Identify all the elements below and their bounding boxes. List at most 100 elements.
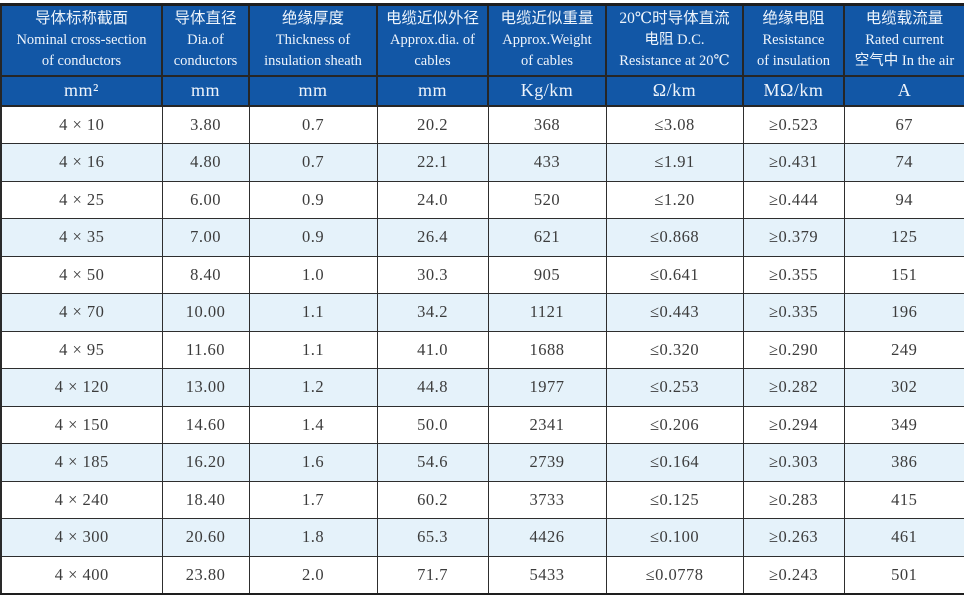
table-cell: ≥0.335 — [742, 293, 845, 332]
header-line: Nominal cross-section — [16, 32, 147, 49]
table-cell: 386 — [843, 443, 964, 482]
table-cell: 8.40 — [161, 255, 250, 294]
table-cell: ≥0.355 — [742, 255, 845, 294]
table-cell: 2341 — [487, 405, 607, 444]
table-cell: 0.9 — [248, 218, 378, 257]
table-cell: 1.1 — [248, 293, 378, 332]
table-cell: 4 × 150 — [0, 405, 163, 444]
table-cell: 520 — [487, 180, 607, 219]
table-cell: 30.3 — [376, 255, 489, 294]
header-line: conductors — [173, 53, 238, 70]
table-cell: 4.80 — [161, 143, 250, 182]
table-cell: 1.1 — [248, 330, 378, 369]
column-header-5: 电缆近似重量 Approx.Weight of cables — [487, 3, 607, 77]
table-cell: ≤0.100 — [605, 518, 744, 557]
table-cell: 7.00 — [161, 218, 250, 257]
table-cell: 125 — [843, 218, 964, 257]
table-cell: ≥0.303 — [742, 443, 845, 482]
table-cell: 34.2 — [376, 293, 489, 332]
table-cell: ≤0.868 — [605, 218, 744, 257]
header-line: 绝缘电阻 — [762, 10, 825, 27]
table-cell: 1.4 — [248, 405, 378, 444]
table-cell: 13.00 — [161, 368, 250, 407]
table-cell: 4 × 400 — [0, 555, 163, 595]
table-cell: 65.3 — [376, 518, 489, 557]
column-header-8: 电缆载流量 Rated current 空气中 In the air — [843, 3, 964, 77]
column-header-7: 绝缘电阻 Resistance of insulation — [742, 3, 845, 77]
header-line: 电缆近似外径 — [385, 10, 479, 27]
table-row: 4 × 150 14.60 1.4 50.0 2341 ≤0.206 ≥0.294 349 — [0, 405, 964, 444]
table-cell: 60.2 — [376, 480, 489, 519]
table-cell: 621 — [487, 218, 607, 257]
table-cell: 24.0 — [376, 180, 489, 219]
table-body: 4 × 10 3.80 0.7 20.2 368 ≤3.08 ≥0.523 67 4 × 16 4… — [0, 105, 964, 595]
table-cell: 1.0 — [248, 255, 378, 294]
table-cell: ≥0.290 — [742, 330, 845, 369]
table-cell: 23.80 — [161, 555, 250, 595]
header-line: 绝缘厚度 — [281, 10, 344, 27]
table-cell: 3.80 — [161, 105, 250, 144]
table-cell: ≤0.164 — [605, 443, 744, 482]
table-header: 导体标称截面 Nominal cross-section of conductors… — [0, 3, 964, 107]
table-cell: 1688 — [487, 330, 607, 369]
table-cell: 433 — [487, 143, 607, 182]
table-cell: 41.0 — [376, 330, 489, 369]
table-cell: 196 — [843, 293, 964, 332]
header-line: Resistance at 20℃ — [619, 53, 730, 70]
table-cell: 1.6 — [248, 443, 378, 482]
header-line: of conductors — [41, 53, 122, 70]
table-row: 4 × 10 3.80 0.7 20.2 368 ≤3.08 ≥0.523 67 — [0, 105, 964, 144]
header-line: cables — [414, 53, 451, 70]
header-line: Dia.of — [187, 32, 224, 49]
unit-cell-4: mm — [376, 74, 489, 107]
table-cell: 2739 — [487, 443, 607, 482]
table-cell: 0.9 — [248, 180, 378, 219]
header-line: 导体直径 — [174, 10, 237, 27]
table-row: 4 × 70 10.00 1.1 34.2 1121 ≤0.443 ≥0.335 196 — [0, 293, 964, 332]
table-cell: 4 × 50 — [0, 255, 163, 294]
unit-cell-7: MΩ/km — [742, 74, 845, 107]
column-header-1: 导体标称截面 Nominal cross-section of conductors — [0, 3, 163, 77]
table-cell: 10.00 — [161, 293, 250, 332]
column-header-2: 导体直径 Dia.of conductors — [161, 3, 250, 77]
table-cell: 4 × 10 — [0, 105, 163, 144]
table-row: 4 × 50 8.40 1.0 30.3 905 ≤0.641 ≥0.355 151 — [0, 255, 964, 294]
header-line: 电缆载流量 — [865, 10, 944, 27]
table-cell: 1.2 — [248, 368, 378, 407]
table-cell: ≤0.0778 — [605, 555, 744, 595]
table-cell: 26.4 — [376, 218, 489, 257]
unit-cell-3: mm — [248, 74, 378, 107]
table-cell: 54.6 — [376, 443, 489, 482]
table-cell: 1121 — [487, 293, 607, 332]
table-cell: 151 — [843, 255, 964, 294]
unit-cell-5: Kg/km — [487, 74, 607, 107]
table-cell: 905 — [487, 255, 607, 294]
table-cell: 415 — [843, 480, 964, 519]
table-cell: 6.00 — [161, 180, 250, 219]
table-cell: ≥0.283 — [742, 480, 845, 519]
table-cell: 501 — [843, 555, 964, 595]
header-line: 20℃时导体直流 — [619, 10, 730, 27]
table-cell: ≥0.379 — [742, 218, 845, 257]
table-cell: 94 — [843, 180, 964, 219]
table-cell: 4 × 16 — [0, 143, 163, 182]
header-line: of insulation — [757, 53, 830, 70]
table-cell: ≤3.08 — [605, 105, 744, 144]
table-cell: 4 × 300 — [0, 518, 163, 557]
header-line: Approx.dia. of — [390, 32, 475, 49]
table-row: 4 × 120 13.00 1.2 44.8 1977 ≤0.253 ≥0.282 302 — [0, 368, 964, 407]
table-cell: ≥0.243 — [742, 555, 845, 595]
header-line: Approx.Weight — [502, 32, 592, 49]
table-cell: 0.7 — [248, 143, 378, 182]
table-cell: 302 — [843, 368, 964, 407]
table-cell: 71.7 — [376, 555, 489, 595]
unit-cell-6: Ω/km — [605, 74, 744, 107]
table-cell: ≤1.91 — [605, 143, 744, 182]
table-cell: ≥0.282 — [742, 368, 845, 407]
table-cell: 368 — [487, 105, 607, 144]
table-cell: 1.7 — [248, 480, 378, 519]
table-row: 4 × 25 6.00 0.9 24.0 520 ≤1.20 ≥0.444 94 — [0, 180, 964, 219]
header-line: 电阻 D.C. — [644, 32, 705, 49]
table-cell: 74 — [843, 143, 964, 182]
